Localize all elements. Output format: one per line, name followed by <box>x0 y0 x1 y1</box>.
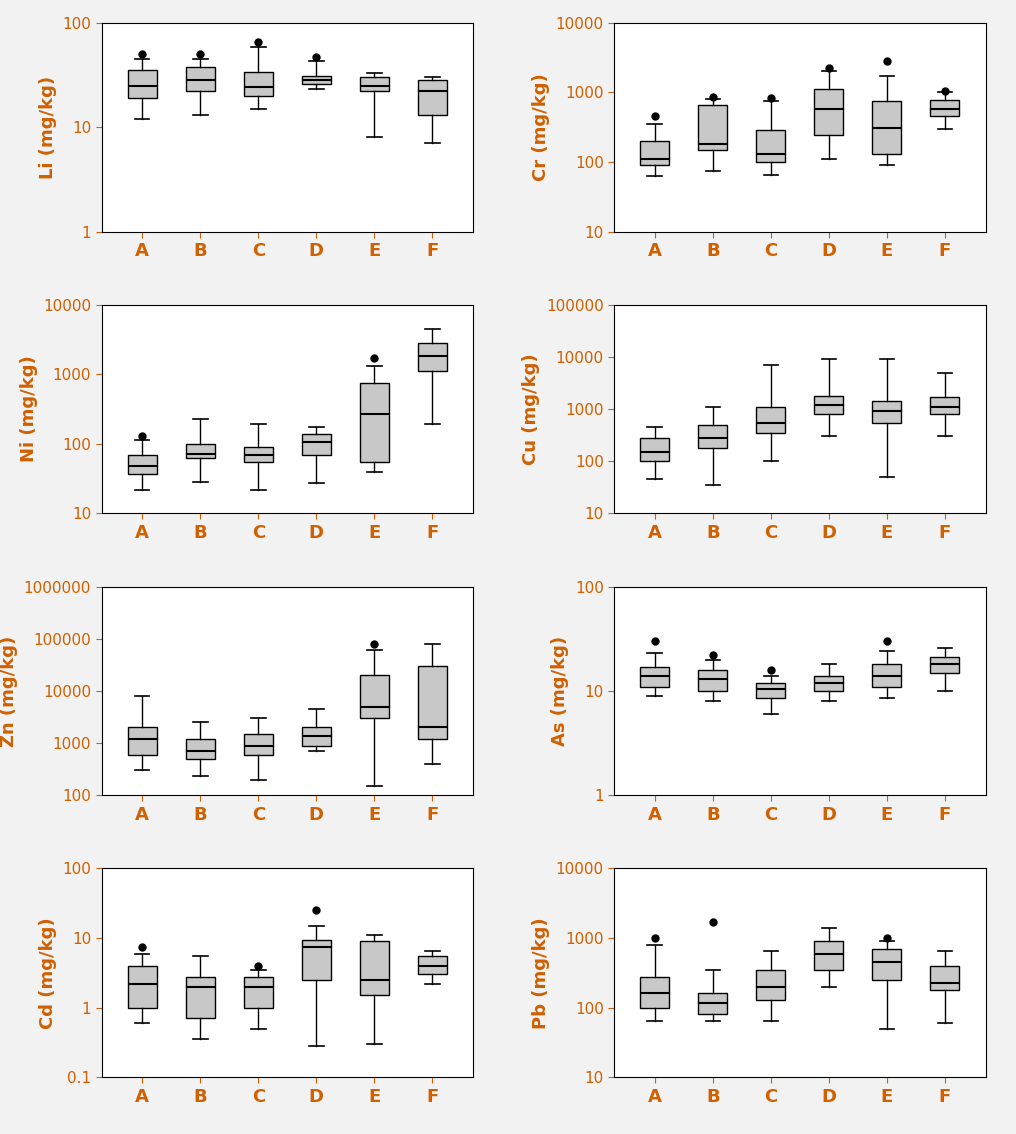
PathPatch shape <box>815 941 843 970</box>
PathPatch shape <box>128 70 156 98</box>
Y-axis label: Zn (mg/kg): Zn (mg/kg) <box>0 635 18 746</box>
PathPatch shape <box>418 666 447 739</box>
Y-axis label: As (mg/kg): As (mg/kg) <box>552 636 569 746</box>
PathPatch shape <box>640 438 670 462</box>
PathPatch shape <box>756 407 785 433</box>
PathPatch shape <box>128 455 156 474</box>
PathPatch shape <box>418 344 447 371</box>
PathPatch shape <box>640 141 670 166</box>
Y-axis label: Cr (mg/kg): Cr (mg/kg) <box>532 74 550 181</box>
PathPatch shape <box>931 658 959 672</box>
Y-axis label: Cu (mg/kg): Cu (mg/kg) <box>522 353 541 465</box>
PathPatch shape <box>244 734 272 755</box>
PathPatch shape <box>418 81 447 116</box>
PathPatch shape <box>302 940 331 980</box>
PathPatch shape <box>815 396 843 414</box>
Y-axis label: Cd (mg/kg): Cd (mg/kg) <box>39 917 57 1029</box>
PathPatch shape <box>360 941 389 996</box>
PathPatch shape <box>815 90 843 135</box>
PathPatch shape <box>931 397 959 414</box>
PathPatch shape <box>640 976 670 1008</box>
PathPatch shape <box>931 966 959 990</box>
Y-axis label: Pb (mg/kg): Pb (mg/kg) <box>532 917 550 1029</box>
PathPatch shape <box>640 667 670 686</box>
PathPatch shape <box>302 727 331 745</box>
PathPatch shape <box>698 425 727 448</box>
PathPatch shape <box>128 966 156 1008</box>
PathPatch shape <box>186 443 214 458</box>
PathPatch shape <box>302 433 331 456</box>
PathPatch shape <box>186 739 214 759</box>
PathPatch shape <box>360 383 389 462</box>
PathPatch shape <box>698 105 727 150</box>
PathPatch shape <box>302 76 331 84</box>
PathPatch shape <box>931 100 959 117</box>
PathPatch shape <box>756 683 785 699</box>
Y-axis label: Li (mg/kg): Li (mg/kg) <box>39 76 57 179</box>
PathPatch shape <box>873 949 901 980</box>
PathPatch shape <box>756 129 785 162</box>
PathPatch shape <box>244 976 272 1008</box>
PathPatch shape <box>873 665 901 686</box>
PathPatch shape <box>128 727 156 755</box>
PathPatch shape <box>244 447 272 462</box>
PathPatch shape <box>698 670 727 691</box>
PathPatch shape <box>186 67 214 92</box>
PathPatch shape <box>815 676 843 691</box>
PathPatch shape <box>360 77 389 92</box>
PathPatch shape <box>873 101 901 154</box>
PathPatch shape <box>418 956 447 974</box>
PathPatch shape <box>873 401 901 423</box>
PathPatch shape <box>756 970 785 1000</box>
PathPatch shape <box>244 71 272 95</box>
Y-axis label: Ni (mg/kg): Ni (mg/kg) <box>19 356 38 463</box>
PathPatch shape <box>698 992 727 1015</box>
PathPatch shape <box>186 976 214 1018</box>
PathPatch shape <box>360 675 389 718</box>
